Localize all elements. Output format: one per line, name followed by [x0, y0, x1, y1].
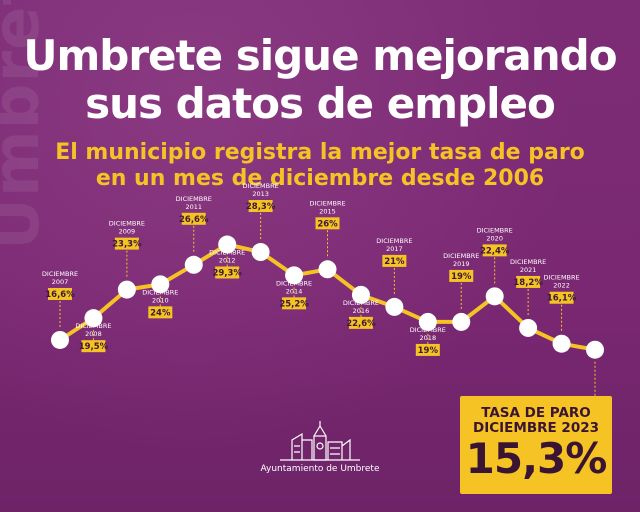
title-line-1: Umbrete sigue mejorando	[23, 31, 617, 80]
point-category-word: DICIEMBRE	[243, 182, 279, 190]
data-point	[452, 312, 471, 331]
point-category-word: DICIEMBRE	[109, 220, 145, 228]
value-label-box	[81, 340, 106, 353]
data-point	[117, 280, 136, 299]
data-point	[351, 285, 370, 304]
point-year-label: 2019	[453, 260, 470, 268]
value-label-box	[449, 269, 474, 282]
data-point	[184, 255, 203, 274]
value-label-box	[282, 297, 307, 310]
data-point	[218, 235, 237, 254]
value-label: 16,6%	[45, 290, 75, 300]
point-year-label: 2010	[152, 296, 169, 304]
value-label-box	[114, 237, 139, 250]
value-label: 22,4%	[480, 246, 510, 256]
point-category-word: DICIEMBRE	[477, 226, 513, 234]
data-point	[251, 243, 270, 262]
value-label: 29,3%	[212, 269, 242, 279]
data-point	[318, 260, 337, 279]
point-category-word: DICIEMBRE	[376, 237, 412, 245]
point-category-word: DICIEMBRE	[543, 274, 579, 282]
point-year-label: 2016	[353, 307, 370, 315]
value-label-box	[516, 275, 541, 288]
value-label-box	[549, 291, 574, 304]
value-label: 22,6%	[346, 319, 376, 329]
value-label-box	[215, 266, 240, 279]
value-label: 19%	[451, 272, 472, 282]
logo-text: Ayuntamiento de Umbrete	[260, 464, 380, 474]
data-point	[552, 334, 571, 353]
point-category-word: DICIEMBRE	[42, 270, 78, 278]
value-label: 28,3%	[246, 202, 276, 212]
point-year-label: 2011	[185, 203, 202, 211]
data-point	[151, 275, 170, 294]
point-year-label: 2022	[553, 282, 570, 290]
point-year-label: 2009	[119, 228, 136, 236]
point-year-label: 2020	[486, 234, 503, 242]
highlight-line-2: DICIEMBRE 2023	[473, 420, 599, 436]
point-year-label: 2014	[286, 287, 303, 295]
value-label: 26,6%	[179, 215, 209, 225]
point-category-word: DICIEMBRE	[176, 195, 212, 203]
data-point	[51, 330, 69, 349]
point-year-label: 2012	[219, 257, 236, 265]
subtitle-line-1: El municipio registra la mejor tasa de p…	[55, 140, 585, 165]
point-category-word: DICIEMBRE	[510, 258, 546, 266]
point-year-label: 2017	[386, 245, 403, 253]
value-label-box	[482, 244, 507, 257]
subtitle-line-2: en un mes de diciembre desde 2006	[95, 166, 545, 191]
point-category-word: DICIEMBRE	[309, 199, 345, 207]
data-point	[418, 312, 437, 331]
value-label-box	[181, 212, 206, 225]
town-hall-logo-icon	[280, 421, 360, 461]
data-point	[385, 297, 404, 316]
highlight-line-1: TASA DE PARO	[481, 405, 591, 421]
point-year-label: 2018	[420, 334, 437, 342]
logo: Ayuntamiento de Umbrete	[250, 416, 390, 480]
point-year-label: 2021	[520, 266, 537, 274]
data-point	[285, 266, 304, 285]
value-label-box	[315, 217, 340, 230]
value-label-box	[382, 254, 407, 267]
value-label: 24%	[150, 308, 171, 318]
value-label: 19,5%	[79, 342, 109, 352]
highlight-value: 15,3%	[465, 434, 608, 483]
value-label-box	[48, 287, 72, 300]
value-label-box	[348, 316, 373, 329]
title-line-2: sus datos de empleo	[85, 79, 556, 128]
value-label: 21%	[384, 257, 405, 267]
data-point	[519, 318, 538, 337]
highlight-box: TASA DE PARO DICIEMBRE 2023 15,3%	[460, 396, 612, 494]
value-label: 25,2%	[279, 299, 309, 309]
point-category-word: DICIEMBRE	[443, 252, 479, 260]
value-label: 19%	[418, 346, 439, 356]
value-label: 16,1%	[547, 294, 577, 304]
point-year-label: 2015	[319, 207, 336, 215]
value-label-box	[148, 306, 173, 319]
point-year-label: 2013	[252, 190, 269, 198]
value-label-box	[415, 343, 440, 356]
value-label-box	[248, 200, 273, 213]
value-label: 18,2%	[513, 278, 543, 288]
point-year-label: 2008	[85, 330, 102, 338]
data-point	[84, 309, 103, 328]
value-label: 23,3%	[112, 240, 142, 250]
data-point	[586, 340, 604, 359]
data-point	[485, 287, 504, 306]
value-label: 26%	[317, 219, 338, 229]
point-year-label: 2007	[52, 278, 69, 286]
